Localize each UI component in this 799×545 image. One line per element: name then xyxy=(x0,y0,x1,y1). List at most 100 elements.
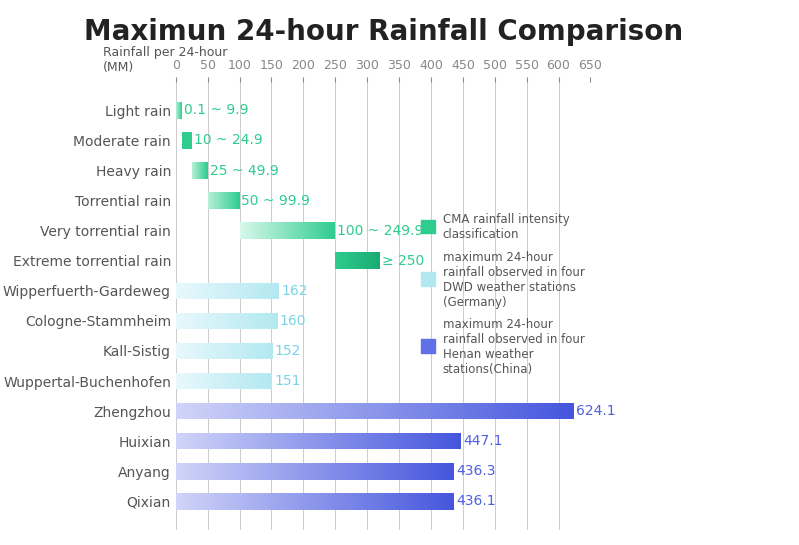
Bar xyxy=(400,493,401,510)
Bar xyxy=(353,403,355,420)
Bar xyxy=(255,463,256,480)
Bar xyxy=(230,463,232,480)
Bar xyxy=(330,493,332,510)
Bar xyxy=(184,403,185,420)
Bar xyxy=(180,463,181,480)
Bar xyxy=(425,493,426,510)
Bar xyxy=(437,433,438,450)
Bar xyxy=(362,493,364,510)
Bar xyxy=(301,463,302,480)
Bar xyxy=(355,403,357,420)
Bar xyxy=(263,433,264,450)
Bar xyxy=(221,433,223,450)
Bar xyxy=(546,403,548,420)
Bar xyxy=(335,463,336,480)
Bar xyxy=(311,463,312,480)
Bar xyxy=(205,433,207,450)
Bar xyxy=(303,433,304,450)
Bar xyxy=(200,403,201,420)
Bar xyxy=(298,493,300,510)
Bar xyxy=(440,403,443,420)
Bar xyxy=(399,403,401,420)
Bar xyxy=(339,493,340,510)
Bar xyxy=(260,463,262,480)
Bar xyxy=(328,433,330,450)
Bar xyxy=(197,493,198,510)
Bar xyxy=(427,403,428,420)
Bar xyxy=(327,433,328,450)
Bar xyxy=(219,463,221,480)
Bar xyxy=(228,403,229,420)
Bar xyxy=(496,403,499,420)
Bar xyxy=(334,493,336,510)
Bar xyxy=(252,403,253,420)
Bar xyxy=(492,403,495,420)
Bar xyxy=(443,493,444,510)
Bar xyxy=(198,463,200,480)
Bar xyxy=(296,433,297,450)
Bar xyxy=(277,463,279,480)
Bar xyxy=(311,403,313,420)
Bar xyxy=(378,463,379,480)
Bar xyxy=(229,403,232,420)
Bar xyxy=(323,433,324,450)
Bar xyxy=(361,433,363,450)
Text: 151: 151 xyxy=(274,374,300,388)
Bar xyxy=(343,433,344,450)
Bar xyxy=(564,403,566,420)
Bar xyxy=(403,403,404,420)
Bar xyxy=(269,463,270,480)
Bar xyxy=(447,433,448,450)
Bar xyxy=(209,433,210,450)
Bar xyxy=(283,433,284,450)
Bar xyxy=(447,493,448,510)
Bar xyxy=(419,403,420,420)
Bar xyxy=(538,403,540,420)
Bar xyxy=(195,493,197,510)
Bar xyxy=(351,463,352,480)
Bar xyxy=(185,463,187,480)
Bar xyxy=(318,463,319,480)
Bar xyxy=(194,493,195,510)
Bar xyxy=(181,463,183,480)
Bar xyxy=(237,493,238,510)
Bar xyxy=(217,433,219,450)
Bar xyxy=(272,403,273,420)
Bar xyxy=(436,463,437,480)
Bar xyxy=(405,433,407,450)
Bar xyxy=(212,403,213,420)
Bar xyxy=(185,433,187,450)
Bar xyxy=(279,433,280,450)
Bar xyxy=(403,463,404,480)
Bar xyxy=(240,433,241,450)
Bar xyxy=(368,463,369,480)
Bar xyxy=(341,463,343,480)
Bar xyxy=(326,463,328,480)
Bar xyxy=(436,493,437,510)
Bar xyxy=(270,433,272,450)
Bar xyxy=(416,463,418,480)
Bar xyxy=(376,463,378,480)
Bar xyxy=(520,403,522,420)
Bar xyxy=(405,463,407,480)
Bar xyxy=(287,493,288,510)
Bar xyxy=(272,433,274,450)
Bar xyxy=(307,433,308,450)
Bar xyxy=(325,433,327,450)
Bar xyxy=(198,493,200,510)
Bar xyxy=(363,433,364,450)
Bar xyxy=(374,433,376,450)
Bar xyxy=(248,403,249,420)
Bar xyxy=(373,493,375,510)
Bar xyxy=(337,433,338,450)
Bar xyxy=(562,403,564,420)
Bar xyxy=(292,463,294,480)
Bar xyxy=(455,433,457,450)
Bar xyxy=(335,403,337,420)
Bar xyxy=(226,463,227,480)
Bar xyxy=(438,433,439,450)
Bar xyxy=(532,403,534,420)
Bar xyxy=(283,493,284,510)
Bar xyxy=(316,463,318,480)
Bar xyxy=(217,493,219,510)
